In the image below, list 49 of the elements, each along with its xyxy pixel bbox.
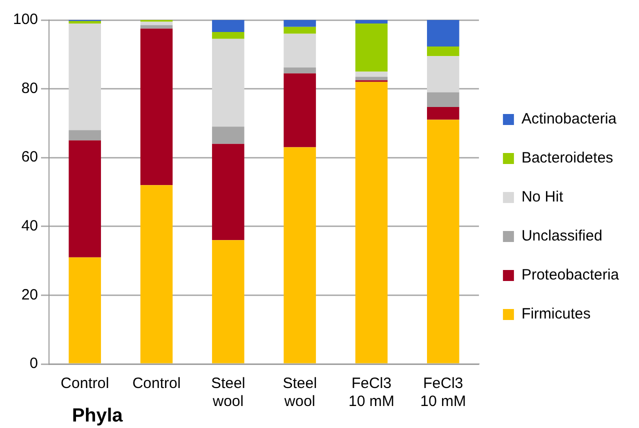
x-tick-label: Control — [132, 375, 181, 392]
bar — [426, 107, 460, 120]
bar — [140, 25, 173, 29]
y-tick-label: 0 — [30, 355, 38, 372]
bar — [284, 26, 316, 34]
bar — [284, 73, 316, 148]
bar — [355, 82, 388, 364]
x-tick-label: Control — [60, 375, 110, 392]
legend-label: No Hit — [521, 188, 564, 206]
y-tick-label: 40 — [21, 218, 38, 235]
y-tick-label: 100 — [12, 11, 38, 28]
x-tick-label: Steel wool — [211, 375, 246, 410]
bar — [355, 23, 388, 72]
bar — [212, 20, 244, 32]
y-tick-label: 20 — [21, 286, 38, 304]
bar — [284, 147, 316, 364]
legend-label: Bacteroidetes — [521, 150, 614, 167]
bar — [140, 185, 173, 364]
legend-label: Unclassified — [521, 228, 602, 245]
legend-label: Actinobacteria — [521, 110, 618, 128]
bar — [212, 126, 244, 144]
bar — [68, 257, 101, 364]
bar — [284, 20, 316, 27]
x-tick-label: Steel wool — [282, 375, 317, 410]
bar — [68, 130, 101, 140]
bar — [68, 23, 101, 130]
bar — [284, 34, 316, 68]
bar — [284, 67, 316, 74]
bar — [426, 92, 460, 108]
x-tick-label: FeCl3 10 mM — [420, 375, 466, 410]
bar — [212, 240, 244, 364]
bar — [355, 20, 388, 24]
bar — [212, 32, 244, 39]
text: Phyla — [72, 406, 124, 427]
bar — [426, 20, 460, 46]
bar — [212, 38, 244, 127]
bar — [426, 56, 460, 92]
bar — [212, 144, 244, 240]
legend-label: Firmicutes — [521, 306, 591, 323]
bar — [140, 22, 173, 26]
y-tick-label: 80 — [21, 80, 38, 97]
bar — [355, 72, 388, 77]
y-tick-label: 60 — [21, 148, 38, 166]
legend-label: Proteobacteria — [521, 266, 620, 284]
x-tick-label: FeCl3 10 mM — [348, 375, 394, 410]
bar — [140, 28, 173, 186]
bar — [426, 46, 460, 56]
bar — [426, 120, 460, 364]
bar — [68, 140, 101, 258]
